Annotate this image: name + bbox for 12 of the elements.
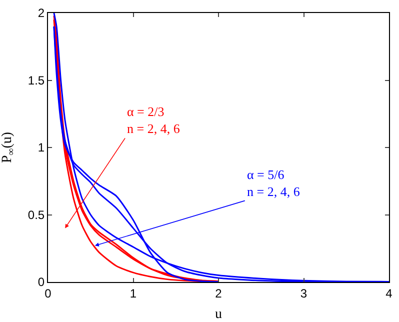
y-tick-label: 1.5 (28, 73, 45, 88)
x-axis-title: u (215, 307, 222, 322)
x-tick-label: 3 (300, 286, 308, 300)
y-tick-label: 0 (38, 275, 45, 290)
x-tick-label: 1 (130, 286, 137, 300)
x-tick-label: 2 (215, 286, 222, 300)
x-tick-label: 4 (386, 286, 393, 300)
annotation: α = 2/3 n = 2, 4, 6 (127, 104, 180, 136)
y-tick-label: 2 (38, 6, 45, 20)
y-tick-label: 0.5 (28, 208, 45, 222)
y-tick-label: 1 (38, 140, 45, 155)
annotation: α = 5/6 n = 2, 4, 6 (247, 167, 300, 199)
